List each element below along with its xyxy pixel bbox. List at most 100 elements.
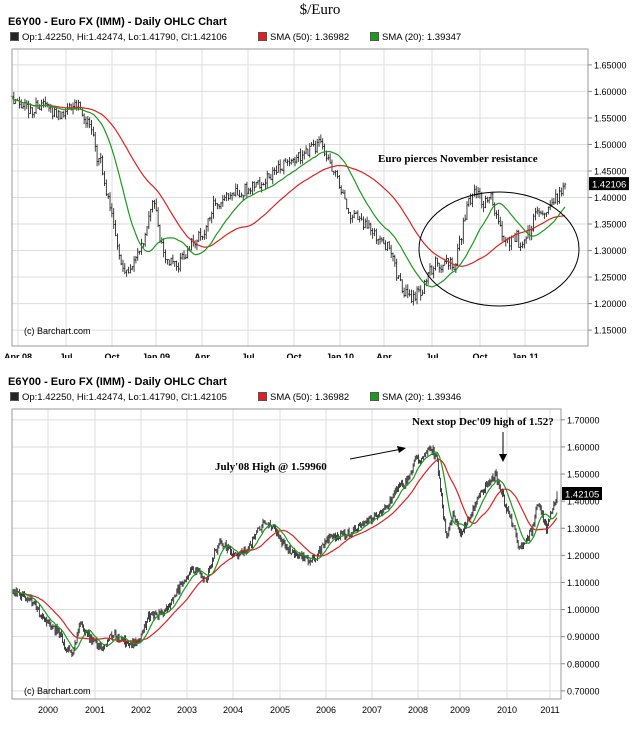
sma-50-line	[11, 458, 558, 642]
chart-top-plot: 1.65000 1.60000 1.55000 1.50000 1.45000 1.400…	[4, 48, 629, 358]
legend-sma50: SMA (50): 1.36982	[258, 32, 349, 43]
ohlc-bar	[563, 182, 567, 190]
legend-sma50-swatch	[258, 32, 267, 41]
y-tick-label: 1.30000	[594, 246, 627, 256]
y-tick-label: 0.80000	[567, 659, 600, 669]
legend-sma20-text: SMA (20): 1.39347	[382, 32, 462, 43]
chart-panel-bottom: 1.70000 1.60000 1.50000 1.40000 1.30000 1.200…	[0, 376, 640, 738]
x-tick-label: Jan 10	[326, 352, 354, 358]
legend-ohlc-swatch	[10, 32, 19, 41]
y-tick-label: 1.70000	[567, 415, 600, 425]
x-tick-label: Apr 08	[4, 352, 32, 358]
y-tick-label: 1.20000	[567, 551, 600, 561]
legend-sma20: SMA (20): 1.39346	[370, 392, 461, 403]
y-tick-label: 1.35000	[594, 220, 627, 230]
x-tick-label: Oct	[104, 352, 119, 358]
sma-20-line	[11, 95, 566, 288]
y-tick-label: 1.25000	[594, 273, 627, 283]
y-tick-label: 1.10000	[567, 578, 600, 588]
y-tick-label: 1.20000	[594, 299, 627, 309]
ohlc-bars	[11, 445, 558, 658]
arrow-july08-high	[349, 446, 406, 460]
x-tick-label: Apr	[376, 352, 392, 358]
y-tick-label: 1.65000	[594, 60, 627, 70]
last-price-badge: 1.42106	[589, 177, 629, 191]
x-tick-label: 2011	[540, 705, 559, 715]
x-tick-label: Jan 11	[511, 352, 539, 358]
legend-sma50-swatch	[258, 392, 267, 401]
x-tick-label: Jul	[241, 352, 254, 358]
legend-ohlc-swatch	[10, 392, 19, 401]
x-tick-label: 2006	[316, 705, 336, 715]
chart-bottom-plot: 1.70000 1.60000 1.50000 1.40000 1.30000 1.200…	[11, 408, 602, 715]
legend-sma20: SMA (20): 1.39347	[370, 32, 461, 43]
annotation-euro-pierces: Euro pierces November resistance	[378, 153, 538, 165]
chart-annotations: 1.42106 Euro pierces November resistance	[378, 153, 629, 307]
annotation-next-stop: Next stop Dec'09 high of 1.52?	[412, 416, 554, 428]
y-tick-label: 1.00000	[567, 605, 600, 615]
y-tick-label: 1.60000	[567, 442, 600, 452]
plot-background	[12, 409, 561, 699]
y-axis-ticks: 1.70000 1.60000 1.50000 1.40000 1.30000 1.200…	[561, 415, 600, 696]
x-tick-label: 2000	[38, 705, 58, 715]
page-title: $/Euro	[299, 2, 341, 18]
legend-ohlc: Op:1.42250, Hi:1.42474, Lo:1.41790, Cl:1…	[10, 392, 227, 403]
last-price-badge: 1.42105	[562, 487, 602, 501]
chart-title: E6Y00 - Euro FX (IMM) - Daily OHLC Chart	[8, 16, 227, 28]
y-tick-label: 1.40000	[594, 193, 627, 203]
highlight-ellipse	[418, 191, 580, 307]
y-tick-label: 0.90000	[567, 632, 600, 642]
legend-ohlc-text: Op:1.42250, Hi:1.42474, Lo:1.41790, Cl:1…	[22, 32, 227, 43]
last-price-label: 1.42106	[592, 180, 626, 191]
chart-credit: (c) Barchart.com	[24, 686, 91, 696]
sma-50-line	[11, 95, 566, 267]
y-tick-label: 1.60000	[594, 87, 627, 97]
ohlc-bars	[10, 91, 567, 306]
plot-frame	[11, 408, 562, 700]
y-tick-label: 1.40000	[567, 497, 600, 507]
legend-sma50: SMA (50): 1.36982	[258, 392, 349, 403]
y-tick-label: 1.50000	[594, 140, 627, 150]
x-tick-label: Jan 09	[142, 352, 170, 358]
sma-20-line	[11, 451, 558, 650]
x-tick-label: 2004	[223, 705, 243, 715]
chart-title: E6Y00 - Euro FX (IMM) - Daily OHLC Chart	[8, 376, 227, 388]
annotation-july08-high: July'08 High @ 1.59960	[215, 461, 327, 473]
y-tick-label: 1.15000	[594, 326, 627, 336]
grid-lines	[12, 49, 588, 346]
x-tick-label: 2005	[270, 705, 290, 715]
legend-sma50-text: SMA (50): 1.36982	[270, 32, 350, 43]
y-tick-label: 1.30000	[567, 524, 600, 534]
x-axis-ticks: Apr 08 Jul Oct Jan 09 Apr Jul Oct Jan 10 Apr Jul O…	[4, 352, 539, 358]
chart-credit: (c) Barchart.com	[24, 326, 91, 336]
y-tick-label: 0.70000	[567, 686, 600, 696]
x-tick-label: 2003	[177, 705, 197, 715]
x-tick-label: Oct	[472, 352, 487, 358]
x-tick-label: Jul	[59, 352, 72, 358]
legend-sma20-text: SMA (20): 1.39346	[382, 392, 462, 403]
x-axis-ticks: 2000 2001 2002 2003 2004 2005 2006 2007 2008 2009…	[38, 705, 560, 715]
legend-ohlc: Op:1.42250, Hi:1.42474, Lo:1.41790, Cl:1…	[10, 32, 227, 43]
y-tick-label: 1.45000	[594, 166, 627, 176]
x-tick-label: 2009	[450, 705, 470, 715]
chart-panel-top: 1.65000 1.60000 1.55000 1.50000 1.45000 1.400…	[0, 16, 640, 358]
x-tick-label: Jul	[425, 352, 438, 358]
chart-annotations: 1.42105 July'08 High @ 1.59960 Next stop D…	[215, 416, 602, 501]
grid-lines	[12, 409, 561, 699]
y-axis-ticks: 1.65000 1.60000 1.55000 1.50000 1.45000 1.400…	[588, 60, 627, 336]
legend-sma20-swatch	[370, 32, 379, 41]
y-tick-label: 1.55000	[594, 113, 627, 123]
x-tick-label: 2008	[408, 705, 428, 715]
last-price-label: 1.42105	[565, 490, 599, 501]
y-tick-label: 1.50000	[567, 470, 600, 480]
x-tick-label: Oct	[286, 352, 301, 358]
legend-ohlc-text: Op:1.42250, Hi:1.42474, Lo:1.41790, Cl:1…	[22, 392, 227, 403]
arrow-dec09-high	[499, 432, 507, 462]
x-tick-label: 2002	[131, 705, 151, 715]
x-tick-label: Apr	[194, 352, 210, 358]
legend-sma50-text: SMA (50): 1.36982	[270, 392, 350, 403]
x-tick-label: 2007	[362, 705, 382, 715]
x-tick-label: 2010	[497, 705, 517, 715]
x-tick-label: 2001	[85, 705, 105, 715]
legend-sma20-swatch	[370, 392, 379, 401]
